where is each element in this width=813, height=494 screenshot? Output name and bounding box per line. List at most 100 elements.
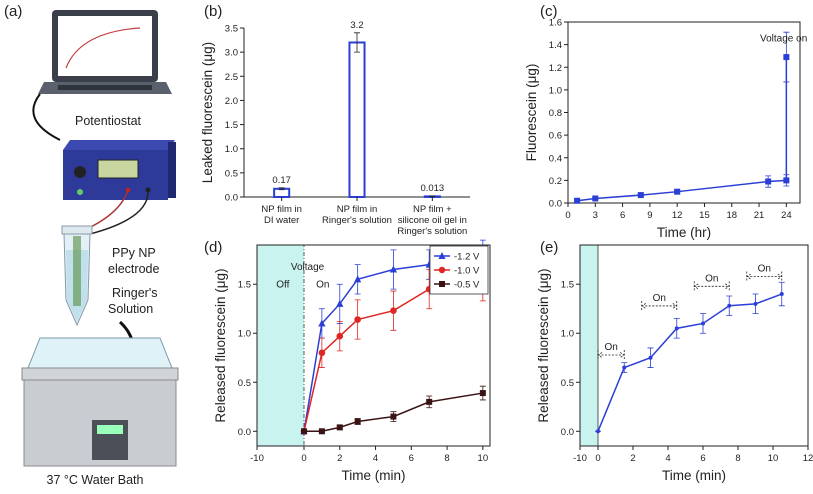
x-tick-label: silicone oil gel in (398, 215, 467, 226)
bar (348, 41, 366, 198)
y-tick-label: 1.0 (561, 329, 574, 340)
chart: (c) 0.0 0.2 0.4 0.6 0.8 1.0 1.2 1.4 1.6 0 3 6 9 12 15 18… (524, 3, 807, 240)
x-tick-label: 9 (647, 210, 652, 221)
marker (779, 292, 784, 297)
annotation-arrow (597, 349, 626, 360)
y-tick-label: 0.0 (549, 199, 562, 210)
x-tick-label: 4 (373, 453, 378, 464)
x-tick-label: 21 (754, 210, 765, 221)
marker (318, 319, 326, 327)
y-axis-label: Leaked fluorescein (μg) (200, 42, 215, 183)
y-tick-label: 0.8 (549, 108, 562, 119)
annotation: On (653, 293, 666, 304)
x-tick-label: -10 (250, 453, 264, 464)
x-tick-label: Ringer's solution (397, 226, 467, 237)
y-tick-label: 0.2 (549, 176, 562, 187)
legend-label: -1.0 V (454, 266, 480, 277)
x-tick-label: 6 (700, 453, 705, 464)
marker (336, 332, 344, 340)
off-region (579, 244, 599, 447)
y-tick-label: 0.5 (561, 378, 574, 389)
label: electrode (108, 262, 159, 276)
x-tick-label: NP film in (261, 204, 301, 215)
x-tick-label: 0 (595, 453, 600, 464)
chart: (d) 0.0 0.5 1.0 1.5 -10 0 2 4 6 8 10 Time (min) Relea… (204, 239, 491, 483)
y-tick-label: 1.0 (549, 85, 562, 96)
marker (389, 265, 398, 273)
x-axis-label: Time (hr) (657, 225, 711, 240)
annotation: On (316, 280, 329, 291)
y-axis-label: Fluorescein (μg) (524, 64, 539, 162)
x-tick-label: 10 (768, 453, 779, 464)
x-tick-label: 4 (665, 453, 670, 464)
marker (783, 54, 790, 61)
x-tick-label: 2 (337, 453, 342, 464)
y-tick-label: 0.0 (238, 427, 251, 438)
x-tick-label: 15 (699, 210, 710, 221)
line (577, 57, 788, 202)
cable (32, 93, 61, 141)
label: PPy NP (112, 246, 156, 260)
knob (74, 166, 86, 178)
panel-label: (a) (4, 3, 22, 20)
label: Potentiostat (75, 114, 142, 128)
y-tick-label: 2.0 (225, 96, 238, 107)
marker (753, 301, 758, 306)
y-axis-label: Released fluorescein (μg) (536, 268, 551, 422)
marker (336, 424, 343, 431)
panel-label: (b) (204, 3, 222, 20)
y-tick-label: 2.5 (225, 72, 238, 83)
x-tick-label: 6 (409, 453, 414, 464)
annotation-arrow (745, 271, 783, 282)
marker (622, 365, 627, 370)
y-tick-label: 0.6 (549, 131, 562, 142)
annotation: Voltage on (760, 33, 807, 44)
annotation: Off (276, 280, 289, 291)
y-tick-label: 1.4 (549, 40, 562, 51)
y-tick-label: 0.0 (561, 427, 574, 438)
line (597, 293, 783, 432)
error-bar (278, 187, 285, 191)
x-tick-label: NP film in (337, 204, 377, 215)
off-region (256, 244, 305, 447)
marker (596, 429, 600, 434)
legend-label: -0.5 V (454, 280, 480, 291)
marker (354, 275, 362, 283)
x-tick-label: 0 (301, 453, 306, 464)
panel-label: (d) (204, 239, 222, 256)
error-bar (354, 32, 360, 53)
label: 37 °C Water Bath (47, 473, 144, 487)
y-tick-label: 3.0 (225, 48, 238, 59)
device-top (63, 140, 175, 150)
x-tick-label: 8 (735, 453, 740, 464)
panel-label: (c) (540, 3, 558, 20)
y-tick-label: 0.5 (225, 168, 238, 179)
laptop-display (58, 16, 152, 76)
y-tick-label: 1.6 (549, 18, 562, 29)
legend-marker (438, 266, 446, 274)
marker (592, 195, 599, 202)
x-tick-label: 2 (630, 453, 635, 464)
marker (318, 428, 325, 435)
value-label: 3.2 (350, 20, 363, 31)
marker (390, 307, 397, 314)
x-tick-label: Ringer's solution (322, 215, 392, 226)
legend-marker (439, 281, 445, 287)
legend-label: -1.2 V (454, 252, 480, 263)
y-tick-label: 1.0 (238, 329, 251, 340)
x-tick-label: -10 (573, 453, 587, 464)
y-axis-label: Released fluorescein (μg) (213, 268, 228, 422)
annotation: Voltage (291, 262, 325, 273)
y-tick-label: 1.5 (225, 120, 238, 131)
marker (354, 418, 361, 425)
y-tick-label: 1.0 (225, 144, 238, 155)
device-side (168, 142, 176, 198)
x-axis-label: Time (min) (342, 468, 406, 483)
marker (354, 316, 361, 323)
plot-frame (579, 244, 809, 447)
y-tick-label: 1.5 (561, 280, 574, 291)
annotation: On (758, 264, 771, 275)
marker (479, 390, 486, 397)
